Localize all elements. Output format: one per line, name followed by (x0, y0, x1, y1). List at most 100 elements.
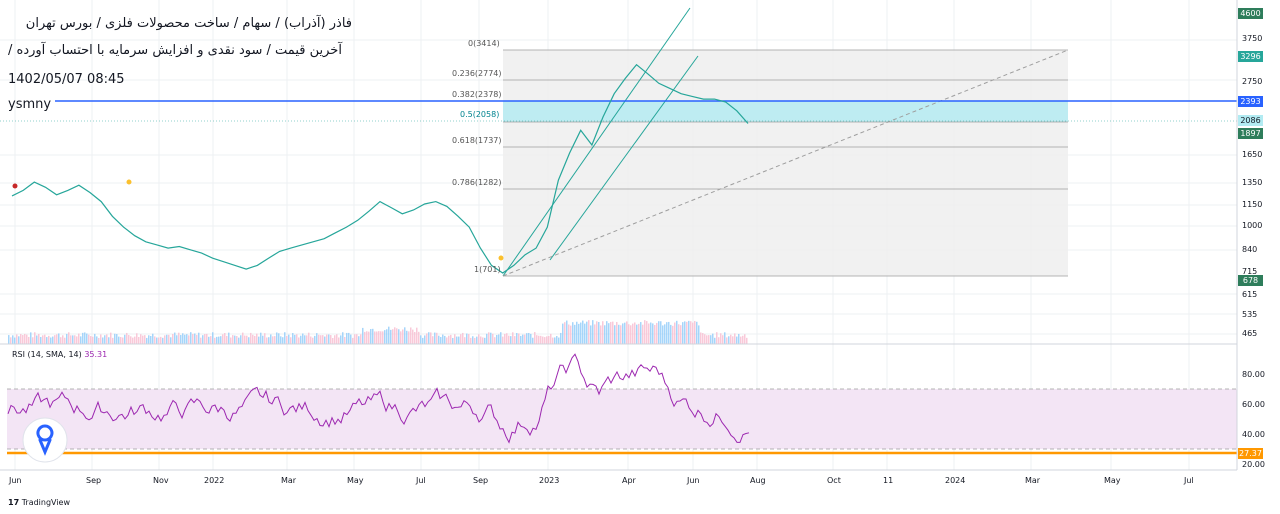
volume-bar (730, 334, 732, 344)
volume-bar (738, 333, 740, 344)
volume-bar (460, 334, 462, 344)
volume-bar (726, 337, 728, 344)
x-tick-2022: 2022 (204, 476, 225, 485)
volume-bar (22, 335, 24, 344)
volume-bar (266, 337, 268, 344)
dashed-trendline (502, 49, 1069, 277)
volume-bar (478, 334, 480, 344)
volume-bar (602, 321, 604, 344)
fib-label-0236: 0.236(2774) (452, 69, 502, 78)
volume-bar (628, 324, 630, 344)
volume-bar (700, 332, 702, 344)
x-tick-jun2: Jun (687, 476, 700, 485)
fib-label-0786: 0.786(1282) (452, 178, 502, 187)
volume-bar (670, 324, 672, 344)
volume-bar (646, 321, 648, 344)
volume-bar (164, 335, 166, 344)
volume-bar (420, 335, 422, 344)
volume-bar (736, 336, 738, 344)
volume-bar (376, 331, 378, 344)
volume-bar (570, 325, 572, 344)
volume-bar (396, 328, 398, 344)
rsi-band (7, 389, 1237, 449)
volume-bar (398, 329, 400, 344)
volume-bar (744, 334, 746, 344)
volume-bar (284, 332, 286, 344)
x-tick-oct: Oct (827, 476, 841, 485)
volume-bar (410, 327, 412, 344)
header-datetime: 1402/05/07 08:45 (8, 72, 125, 87)
tradingview-footer[interactable]: 17 TradingView (8, 498, 70, 507)
volume-bar (288, 334, 290, 344)
header-subtitle: آخرین قیمت / سود نقدی و افزایش سرمایه با… (8, 43, 342, 58)
volume-bar (186, 334, 188, 344)
volume-bar (200, 337, 202, 344)
volume-bar (418, 331, 420, 344)
volume-bar (412, 329, 414, 344)
volume-bar (208, 336, 210, 344)
volume-bar (488, 332, 490, 344)
volume-bar (390, 329, 392, 344)
volume-bar (222, 334, 224, 344)
volume-bar (510, 336, 512, 344)
volume-bar (560, 332, 562, 344)
volume-bar (112, 337, 114, 344)
volume-bar (734, 333, 736, 344)
volume-bar (48, 335, 50, 344)
volume-bar (96, 336, 98, 344)
rsi-indicator-label[interactable]: RSI (14, SMA, 14) 35.31 (12, 350, 107, 359)
volume-bar (672, 325, 674, 344)
volume-bar (298, 337, 300, 344)
volume-bar (256, 333, 258, 344)
volume-bar (276, 332, 278, 344)
volume-bar (346, 332, 348, 344)
volume-bar (694, 320, 696, 344)
volume-bar (328, 334, 330, 344)
volume-bar (64, 337, 66, 344)
volume-bar (746, 337, 748, 344)
volume-bar (80, 336, 82, 344)
tv-brand-label: TradingView (21, 498, 71, 507)
x-tick-jul: Jul (416, 476, 426, 485)
volume-bar (660, 321, 662, 344)
volume-bar (302, 333, 304, 344)
volume-bar (632, 323, 634, 344)
fib-label-1: 1(701) (474, 265, 501, 274)
y-tick-1150: 1150 (1242, 200, 1263, 209)
volume-bar (622, 323, 624, 344)
volume-bar (536, 335, 538, 344)
volume-bar (142, 335, 144, 344)
volume-bar (326, 334, 328, 344)
volume-bar (612, 321, 614, 344)
volume-bar (494, 337, 496, 344)
y-tick-1000: 1000 (1242, 221, 1263, 230)
volume-bar (216, 336, 218, 344)
volume-bar (558, 337, 560, 344)
volume-bar (568, 324, 570, 344)
volume-bar (590, 325, 592, 344)
volume-bar (522, 334, 524, 344)
volume-bar (214, 337, 216, 344)
volume-bar (380, 331, 382, 344)
x-tick-apr: Apr (622, 476, 636, 485)
volume-bar (330, 335, 332, 344)
volume-bar (434, 332, 436, 344)
volume-bar (432, 336, 434, 344)
volume-bar (426, 333, 428, 344)
tag-high: 3296 (1238, 51, 1263, 62)
volume-bar (76, 336, 78, 344)
volume-bar (526, 333, 528, 344)
volume-bar (496, 334, 498, 344)
volume-bar (580, 322, 582, 344)
volume-bar (30, 332, 32, 344)
volume-bar (122, 337, 124, 344)
volume-bar (42, 335, 44, 344)
y-tick-535: 535 (1242, 310, 1258, 319)
volume-bar (636, 324, 638, 344)
volume-bar (482, 337, 484, 344)
volume-bar (608, 323, 610, 344)
rsi-tick-40: 40.00 (1242, 430, 1265, 439)
volume-bar (624, 322, 626, 344)
volume-bar (78, 333, 80, 344)
volume-bar (492, 333, 494, 344)
